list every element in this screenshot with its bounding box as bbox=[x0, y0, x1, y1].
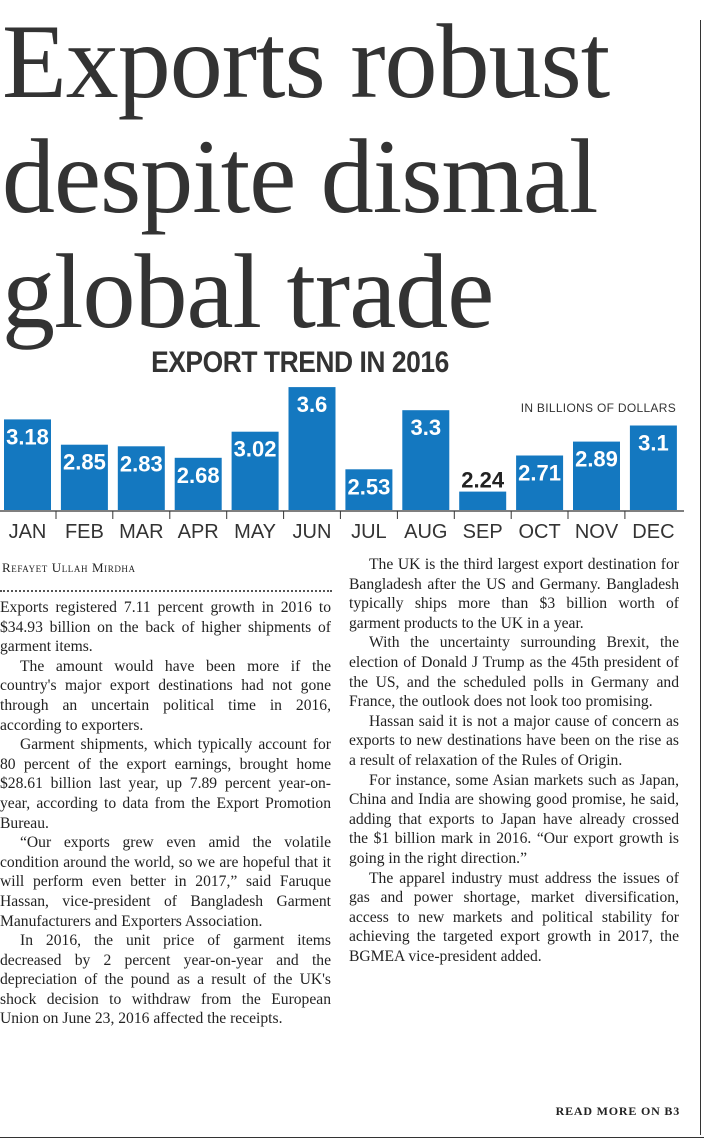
bar-dec bbox=[629, 425, 677, 510]
value-label-oct: 2.71 bbox=[518, 461, 561, 486]
value-label-mar: 2.83 bbox=[120, 451, 163, 476]
category-label-aug: AUG bbox=[404, 521, 447, 543]
value-label-may: 3.02 bbox=[234, 437, 277, 462]
paragraph: Hassan said it is not a major cause of c… bbox=[349, 712, 679, 769]
chart-title: EXPORT TREND IN 2016 bbox=[151, 346, 449, 379]
column-rule-right bbox=[700, 20, 701, 1135]
category-label-jun: JUN bbox=[293, 521, 332, 543]
bar-mar bbox=[117, 446, 165, 510]
headline: Exports robust despite dismal global tra… bbox=[2, 4, 698, 349]
bar-sep bbox=[459, 491, 507, 510]
page-rule-bottom bbox=[0, 1137, 704, 1138]
category-label-oct: OCT bbox=[518, 521, 560, 543]
category-label-jan: JAN bbox=[9, 521, 47, 543]
paragraph: Garment shipments, which typically accou… bbox=[0, 736, 331, 832]
headline-line-3: global trade bbox=[2, 233, 494, 350]
value-label-dec: 3.1 bbox=[638, 431, 669, 456]
value-label-jun: 3.6 bbox=[297, 392, 328, 417]
read-more-link[interactable]: READ MORE ON B3 bbox=[555, 1104, 680, 1118]
paragraph: “Our exports grew even amid the volatile… bbox=[0, 834, 331, 930]
bar-oct bbox=[516, 455, 564, 510]
category-label-jul: JUL bbox=[351, 521, 387, 543]
value-label-jul: 2.53 bbox=[347, 474, 390, 499]
value-label-nov: 2.89 bbox=[575, 447, 618, 472]
paragraph: For instance, some Asian markets such as… bbox=[349, 771, 679, 867]
headline-line-2: despite dismal bbox=[2, 118, 598, 235]
category-label-apr: APR bbox=[178, 521, 219, 543]
bar-nov bbox=[573, 441, 620, 510]
headline-line-1: Exports robust bbox=[2, 3, 610, 120]
paragraph: The amount would have been more if the c… bbox=[0, 657, 331, 734]
paragraph: With the uncertainty surrounding Brexit,… bbox=[349, 634, 679, 711]
bar-apr bbox=[174, 457, 222, 510]
chart-unit-label: IN BILLIONS OF DOLLARS bbox=[520, 401, 676, 415]
value-label-aug: 3.3 bbox=[411, 415, 442, 440]
category-label-may: MAY bbox=[234, 521, 276, 543]
bar-aug bbox=[402, 410, 450, 510]
export-bar-chart: 3.18 JAN 2.85 FEB 2.83 MAR 2.68 APR 3.02 MAY 3.6 JU… bbox=[0, 387, 684, 543]
paragraph: The apparel industry must address the is… bbox=[349, 869, 679, 965]
category-label-nov: NOV bbox=[575, 521, 619, 543]
category-label-sep: SEP bbox=[463, 521, 503, 543]
bar-jan bbox=[4, 419, 51, 510]
byline-divider bbox=[0, 590, 332, 592]
article-column-right: The UK is the third largest export desti… bbox=[349, 555, 679, 966]
value-label-feb: 2.85 bbox=[63, 450, 106, 475]
paragraph: In 2016, the unit price of garment items… bbox=[0, 932, 331, 1028]
bar-feb bbox=[60, 444, 108, 510]
category-label-dec: DEC bbox=[632, 521, 674, 543]
value-label-apr: 2.68 bbox=[177, 463, 220, 488]
value-label-sep: 2.24 bbox=[461, 468, 505, 493]
bar-jun bbox=[288, 387, 336, 510]
category-label-mar: MAR bbox=[119, 521, 163, 543]
bar-may bbox=[231, 431, 279, 510]
paragraph: Exports registered 7.11 percent growth i… bbox=[0, 599, 331, 656]
article-column-left: Exports registered 7.11 percent growth i… bbox=[0, 598, 331, 1029]
value-label-jan: 3.18 bbox=[6, 424, 49, 449]
bar-jul bbox=[345, 469, 393, 510]
byline: Refayet Ullah Mirdha bbox=[2, 560, 136, 575]
paragraph: The UK is the third largest export desti… bbox=[349, 556, 679, 632]
category-label-feb: FEB bbox=[65, 521, 104, 543]
